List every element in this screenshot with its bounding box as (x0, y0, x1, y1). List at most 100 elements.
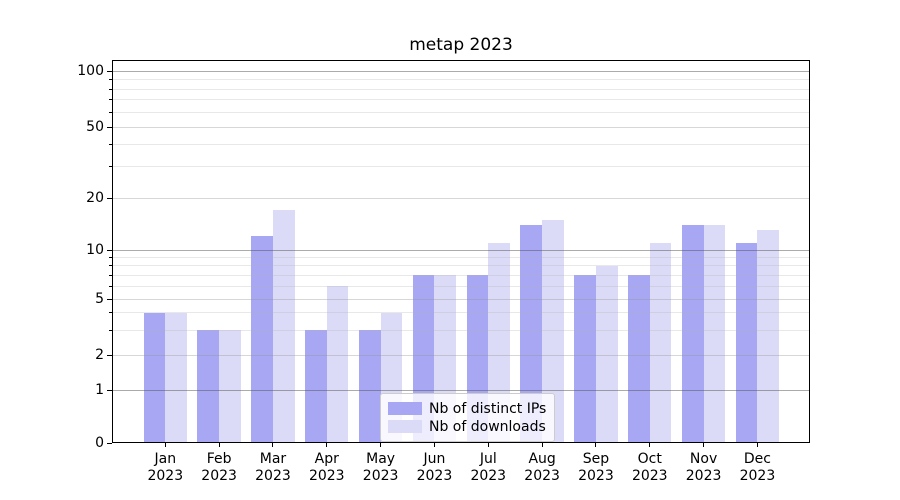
gridline-minor (112, 265, 810, 267)
x-tick-label: Jan 2023 (147, 451, 184, 484)
legend-item-downloads: Nb of downloads (388, 418, 546, 435)
y-minor-tick (109, 88, 112, 90)
x-tick-label: Apr 2023 (308, 451, 345, 484)
y-tick-label: 20 (86, 190, 104, 206)
x-tick-label: Jul 2023 (470, 451, 507, 484)
y-tick-label: 0 (95, 435, 104, 451)
bar-distinct-ips (358, 330, 381, 443)
x-tick (487, 443, 489, 447)
bar-downloads (488, 242, 510, 443)
bar-distinct-ips (681, 224, 704, 443)
x-tick-label: May 2023 (362, 451, 399, 484)
x-tick-label: Dec 2023 (739, 451, 776, 484)
y-tick-label: 2 (95, 347, 104, 363)
y-minor-tick (109, 166, 112, 168)
y-tick-label: 100 (77, 63, 104, 79)
y-minor-tick (109, 312, 112, 314)
bar-distinct-ips (143, 312, 166, 443)
gridline-minor (112, 256, 810, 258)
x-tick (272, 443, 274, 447)
gridline-minor (112, 274, 810, 276)
gridline-minor (112, 99, 810, 101)
x-tick (595, 443, 597, 447)
x-tick (703, 443, 705, 447)
y-tick-label: 10 (86, 242, 104, 258)
x-tick-label: Feb 2023 (201, 451, 237, 484)
y-tick-label: 50 (86, 119, 104, 135)
gridline (112, 298, 810, 300)
y-tick (107, 70, 112, 72)
y-tick (107, 197, 112, 199)
gridline-minor (112, 329, 810, 331)
gridline (112, 354, 810, 356)
y-minor-tick (109, 79, 112, 80)
bar-distinct-ips (197, 330, 220, 443)
gridline-minor (112, 88, 810, 90)
gridline (112, 126, 810, 128)
gridline-major (112, 249, 810, 251)
legend-item-distinct-ips: Nb of distinct IPs (388, 400, 546, 417)
plot-area: Nb of distinct IPs Nb of downloads 0 1 2 5 1… (77, 60, 810, 484)
y-tick (107, 249, 112, 251)
legend-swatch-downloads-icon (388, 420, 422, 433)
x-tick-label: Sep 2023 (578, 451, 614, 484)
bar-distinct-ips (628, 275, 650, 443)
bar-downloads (272, 210, 295, 443)
bar-downloads (649, 242, 672, 443)
y-tick (107, 126, 112, 128)
chart-title: metap 2023 (409, 35, 513, 55)
gridline-minor (112, 79, 810, 80)
x-tick (756, 443, 758, 447)
y-tick (107, 389, 112, 391)
gridline-major (112, 389, 810, 391)
gridline (112, 197, 810, 199)
x-tick (380, 443, 382, 447)
y-minor-tick (109, 285, 112, 287)
bar-distinct-ips (251, 236, 273, 443)
x-tick-label: Jun 2023 (416, 451, 453, 484)
plot-spine-top (112, 60, 810, 61)
x-tick (433, 443, 435, 447)
x-tick (541, 443, 543, 447)
bar-downloads (326, 286, 349, 443)
x-axis-line (112, 442, 810, 443)
gridline-minor (112, 312, 810, 314)
legend-label-distinct-ips: Nb of distinct IPs (429, 400, 547, 417)
y-tick-label: 5 (95, 291, 104, 307)
legend-label-downloads: Nb of downloads (429, 418, 546, 435)
bar-downloads (595, 265, 618, 443)
bar-downloads (219, 330, 241, 443)
gridline-minor (112, 143, 810, 145)
y-minor-tick (109, 256, 112, 258)
x-tick (649, 443, 651, 447)
y-minor-tick (109, 143, 112, 145)
gridline-minor (112, 111, 810, 113)
legend: Nb of distinct IPs Nb of downloads (380, 393, 556, 442)
y-tick-label: 1 (95, 382, 104, 398)
x-tick-label: Aug 2023 (524, 451, 560, 484)
x-tick (218, 443, 220, 447)
bar-downloads (703, 224, 726, 443)
y-tick (107, 298, 112, 300)
y-tick (107, 442, 112, 444)
y-minor-tick (109, 274, 112, 276)
bar-distinct-ips (520, 224, 543, 443)
y-minor-tick (109, 111, 112, 113)
bar-distinct-ips (305, 330, 327, 443)
x-tick-label: Nov 2023 (685, 451, 722, 484)
x-tick-label: Mar 2023 (255, 451, 291, 484)
plot-spine-right (809, 60, 810, 443)
y-minor-tick (109, 329, 112, 331)
gridline-major (112, 70, 810, 72)
bar-downloads (165, 312, 187, 443)
gridline-minor (112, 166, 810, 168)
legend-swatch-distinct-ips-icon (388, 402, 422, 415)
bar-distinct-ips (735, 242, 758, 443)
gridline-minor (112, 285, 810, 287)
bar-distinct-ips (574, 275, 596, 443)
y-minor-tick (109, 265, 112, 267)
y-axis-line (112, 60, 113, 443)
y-tick (107, 354, 112, 356)
bar-downloads (757, 230, 780, 443)
